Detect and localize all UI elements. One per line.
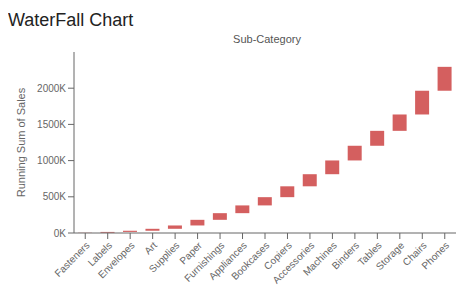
svg-text:Phones: Phones (419, 240, 451, 272)
html-text:WaterFall Chart: WaterFall Chart (8, 10, 134, 30)
svg-text:Labels: Labels (85, 239, 115, 269)
svg-text:Fasteners: Fasteners (52, 239, 92, 279)
svg-text:2000K: 2000K (37, 83, 66, 94)
svg-text:Supplies: Supplies (147, 240, 182, 275)
svg-text:Machines: Machines (300, 239, 339, 278)
svg-text:Binders: Binders (330, 240, 362, 272)
svg-text:Tables: Tables (355, 239, 384, 268)
svg-text:Art: Art (142, 240, 159, 257)
svg-text:Accessories: Accessories (270, 239, 317, 286)
svg-text:Appliances: Appliances (206, 239, 249, 282)
svg-text:Chairs: Chairs (400, 239, 429, 268)
svg-text:1500K: 1500K (37, 119, 66, 130)
svg-text:Envelopes: Envelopes (96, 240, 137, 281)
html-text:Sub-Category: Sub-Category (233, 33, 301, 45)
svg-text:Bookcases: Bookcases (229, 239, 272, 282)
svg-text:Copiers: Copiers (261, 239, 294, 272)
svg-text:0K: 0K (54, 228, 67, 239)
svg-text:Paper: Paper (177, 239, 204, 267)
svg-text:Furnishings: Furnishings (182, 239, 227, 284)
svg-text:1000K: 1000K (37, 155, 66, 166)
svg-text:500K: 500K (43, 191, 67, 202)
svg-text:Running Sum of Sales: Running Sum of Sales (15, 87, 27, 197)
svg-text:Storage: Storage (374, 239, 407, 272)
